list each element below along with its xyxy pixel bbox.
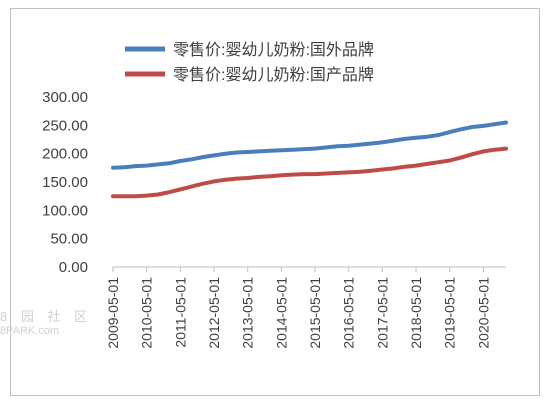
x-tick-label: 2015-05-01 — [307, 277, 323, 349]
legend-label-2: 零售价:婴幼儿奶粉:国产品牌 — [173, 66, 374, 84]
series-line-2 — [111, 146, 508, 199]
series-layer — [111, 120, 508, 199]
y-tick-label: 100.00 — [42, 202, 88, 219]
axes: 0.00 50.00 100.00 150.00 200.00 250.00 300.00 2… — [42, 89, 506, 349]
watermark: 8 园 社 区 8PARK.com — [0, 306, 110, 346]
x-tick-label: 2013-05-01 — [240, 277, 256, 349]
legend-label-1: 零售价:婴幼儿奶粉:国外品牌 — [173, 41, 374, 59]
x-tick-label: 2019-05-01 — [442, 277, 458, 349]
x-tick-label: 2016-05-01 — [341, 277, 357, 349]
chart-frame — [10, 8, 540, 396]
y-tick-label: 150.00 — [42, 174, 88, 191]
y-tick-label: 50.00 — [50, 231, 88, 248]
x-tick-label: 2010-05-01 — [139, 277, 155, 349]
x-tick-label: 2018-05-01 — [408, 277, 424, 349]
x-tick-label: 2012-05-01 — [206, 277, 222, 349]
series-line-1 — [111, 120, 508, 170]
x-tick-label: 2009-05-01 — [105, 277, 121, 349]
x-tick-label: 2011-05-01 — [172, 277, 188, 348]
x-tick-label: 2014-05-01 — [273, 277, 289, 349]
y-tick-label: 200.00 — [42, 146, 88, 163]
y-tick-label: 250.00 — [42, 117, 88, 134]
x-tick-label: 2020-05-01 — [475, 277, 491, 349]
watermark-text-cn: 8 园 社 区 — [0, 309, 93, 324]
x-tick-label: 2017-05-01 — [374, 277, 390, 349]
y-tick-label: 0.00 — [59, 259, 88, 276]
watermark-text-en: 8PARK.com — [0, 325, 60, 337]
y-tick-label: 300.00 — [42, 89, 88, 106]
